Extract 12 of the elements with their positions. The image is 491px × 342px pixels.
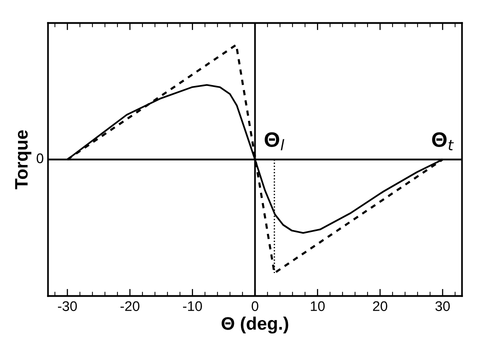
x-tick-label: -20 <box>120 301 140 312</box>
x-tick-label: 10 <box>310 301 325 312</box>
x-tick-label: 20 <box>373 301 388 312</box>
y-axis-title: Torque <box>15 130 32 190</box>
x-tick-label: 0 <box>252 301 258 312</box>
ref-line-label: 0 <box>36 153 44 164</box>
x-tick-label: 30 <box>435 301 450 312</box>
x-axis-title: Θ (deg.) <box>222 316 288 334</box>
x-tick-label: -10 <box>183 301 202 312</box>
x-tick-label: -30 <box>58 301 77 312</box>
annotation: Θ$_{l}$ <box>264 132 284 150</box>
annotation: Θ$_{t}$ <box>432 132 454 150</box>
